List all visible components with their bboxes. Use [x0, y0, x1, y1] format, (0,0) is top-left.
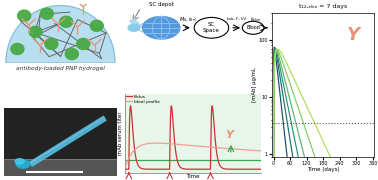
Text: antibody-loaded PNP hydrogel: antibody-loaded PNP hydrogel	[16, 66, 105, 71]
Text: Blood: Blood	[246, 25, 260, 30]
Ellipse shape	[77, 38, 90, 50]
Ellipse shape	[11, 43, 24, 55]
Ellipse shape	[65, 48, 78, 60]
Ellipse shape	[40, 8, 53, 19]
Text: SC depot: SC depot	[149, 2, 174, 7]
Title: t₁₂,ₑₗᵢₘ = 7 days: t₁₂,ₑₗᵢₘ = 7 days	[299, 4, 347, 9]
Y-axis label: [mAb] μg/mL: [mAb] μg/mL	[252, 67, 257, 102]
Ellipse shape	[29, 26, 42, 37]
FancyBboxPatch shape	[4, 159, 117, 176]
Text: SC
Space: SC Space	[203, 22, 220, 33]
Y-axis label: mAb serum titer: mAb serum titer	[118, 111, 123, 155]
Polygon shape	[30, 116, 106, 166]
Legend: Bolus, Ideal profile: Bolus, Ideal profile	[125, 94, 160, 104]
X-axis label: Time: Time	[186, 174, 200, 179]
X-axis label: Time (days): Time (days)	[307, 167, 339, 172]
Circle shape	[143, 17, 180, 39]
Circle shape	[16, 160, 30, 168]
Ellipse shape	[60, 16, 73, 27]
Circle shape	[128, 24, 139, 31]
Text: Y: Y	[226, 130, 234, 140]
Bar	[130, 19, 142, 28]
FancyBboxPatch shape	[4, 108, 117, 176]
Circle shape	[15, 159, 24, 164]
Ellipse shape	[18, 10, 31, 21]
Text: $k_{elim}$: $k_{elim}$	[250, 15, 262, 24]
Polygon shape	[6, 6, 115, 62]
Text: $k_{abs}, F, V_d$: $k_{abs}, F, V_d$	[226, 16, 247, 23]
Text: Y: Y	[347, 26, 360, 44]
Ellipse shape	[90, 20, 103, 31]
Ellipse shape	[45, 38, 58, 50]
Text: $M_0, k_{rel}$: $M_0, k_{rel}$	[179, 15, 197, 24]
